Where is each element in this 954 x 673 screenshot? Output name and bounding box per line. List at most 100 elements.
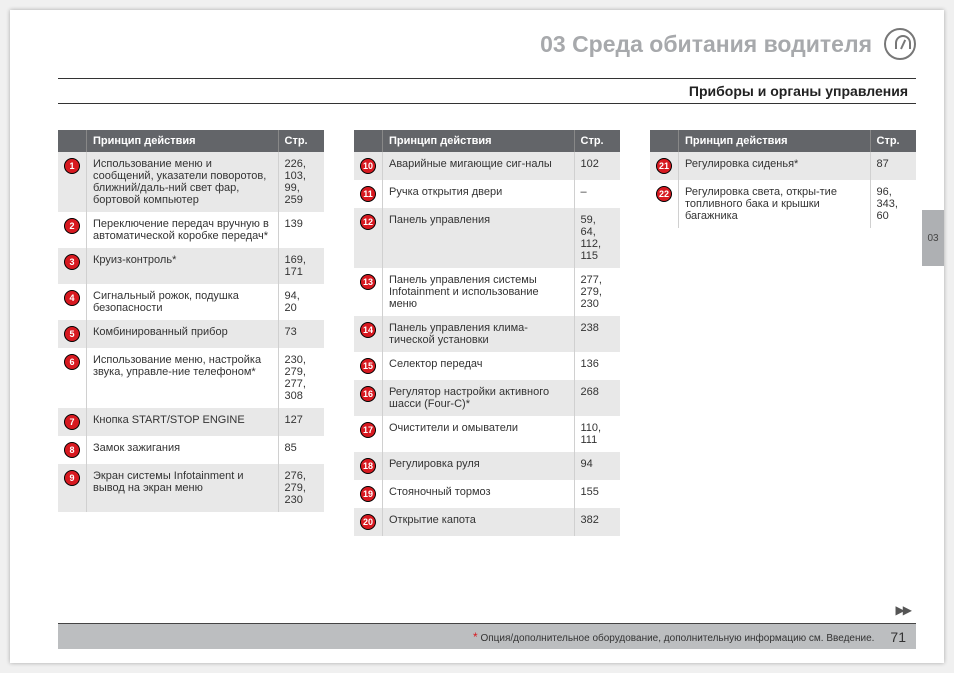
table-row: 21Регулировка сиденья*87 [650, 152, 916, 180]
number-badge: 20 [360, 514, 376, 530]
table-1: Принцип действия Стр. 1 Использование мен… [58, 130, 324, 512]
row-description: Круиз-контроль* [87, 248, 279, 284]
row-number-cell: 15 [354, 352, 383, 380]
side-tab-label: 03 [927, 233, 938, 244]
row-description: Регулятор настройки активного шасси (Fou… [383, 380, 575, 416]
side-tab: 03 [922, 210, 944, 266]
row-number-cell: 13 [354, 268, 383, 316]
row-number-cell: 5 [58, 320, 87, 348]
table-row: 17 Очистители и омыватели110, 111 [354, 416, 620, 452]
table-row: 9 Экран системы Infotainment и вывод на э… [58, 464, 324, 512]
row-number-cell: 8 [58, 436, 87, 464]
table-row: 16 Регулятор настройки активного шасси (F… [354, 380, 620, 416]
table-row: 1 Использование меню и сообщений, указате… [58, 152, 324, 212]
page-number: 71 [890, 629, 906, 645]
number-badge: 21 [656, 158, 672, 174]
row-number-cell: 6 [58, 348, 87, 408]
row-pages: 102 [574, 152, 620, 180]
number-badge: 3 [64, 254, 80, 270]
table-row: 2Переключение передач вручную в автомати… [58, 212, 324, 248]
row-description: Регулировка сиденья* [679, 152, 871, 180]
row-pages: 155 [574, 480, 620, 508]
section-bar: Приборы и органы управления [58, 78, 916, 104]
number-badge: 9 [64, 470, 80, 486]
row-description: Использование меню и сообщений, указател… [87, 152, 279, 212]
row-pages: – [574, 180, 620, 208]
number-badge: 6 [64, 354, 80, 370]
section-title: Приборы и органы управления [689, 83, 908, 99]
table-row: 22Регулировка света, откры-тие топливног… [650, 180, 916, 228]
number-badge: 14 [360, 322, 376, 338]
row-number-cell: 1 [58, 152, 87, 212]
table-2: Принцип действия Стр. 10Аварийные мигающ… [354, 130, 620, 536]
number-badge: 15 [360, 358, 376, 374]
row-number-cell: 17 [354, 416, 383, 452]
number-badge: 17 [360, 422, 376, 438]
table-row: 18Регулировка руля94 [354, 452, 620, 480]
header-principle: Принцип действия [679, 130, 871, 152]
row-number-cell: 20 [354, 508, 383, 536]
row-pages: 110, 111 [574, 416, 620, 452]
row-description: Использование меню, настройка звука, упр… [87, 348, 279, 408]
number-badge: 19 [360, 486, 376, 502]
row-description: Очистители и омыватели [383, 416, 575, 452]
table-row: 12Панель управления59, 64, 112, 115 [354, 208, 620, 268]
header-page: Стр. [870, 130, 916, 152]
number-badge: 8 [64, 442, 80, 458]
chapter-header: 03 Среда обитания водителя [540, 28, 916, 60]
number-badge: 7 [64, 414, 80, 430]
row-description: Селектор передач [383, 352, 575, 380]
row-pages: 169, 171 [278, 248, 324, 284]
row-number-cell: 21 [650, 152, 679, 180]
table-row: 19 Стояночный тормоз155 [354, 480, 620, 508]
number-badge: 13 [360, 274, 376, 290]
table-row: 11Ручка открытия двери– [354, 180, 620, 208]
row-number-cell: 11 [354, 180, 383, 208]
row-number-cell: 16 [354, 380, 383, 416]
header-blank [354, 130, 383, 152]
table-row: 4Сигнальный рожок, подушка безопасности9… [58, 284, 324, 320]
row-number-cell: 18 [354, 452, 383, 480]
number-badge: 1 [64, 158, 80, 174]
footnote-text: Опция/дополнительное оборудование, допол… [480, 633, 874, 644]
table-3: Принцип действия Стр. 21 Регулировка сиде… [650, 130, 916, 228]
header-principle: Принцип действия [87, 130, 279, 152]
row-number-cell: 4 [58, 284, 87, 320]
row-description: Открытие капота [383, 508, 575, 536]
table-row: 13Панель управления системы Infotainment… [354, 268, 620, 316]
number-badge: 12 [360, 214, 376, 230]
row-description: Регулировка света, откры-тие топливного … [679, 180, 871, 228]
row-pages: 230, 279, 277, 308 [278, 348, 324, 408]
row-description: Аварийные мигающие сиг-налы [383, 152, 575, 180]
row-pages: 85 [278, 436, 324, 464]
content-columns: Принцип действия Стр. 1 Использование мен… [58, 130, 916, 536]
row-pages: 139 [278, 212, 324, 248]
table-row: 6 Использование меню, настройка звука, уп… [58, 348, 324, 408]
row-pages: 127 [278, 408, 324, 436]
table-row: 10 Аварийные мигающие сиг-налы102 [354, 152, 620, 180]
row-pages: 226, 103, 99, 259 [278, 152, 324, 212]
row-description: Стояночный тормоз [383, 480, 575, 508]
number-badge: 10 [360, 158, 376, 174]
column-3: Принцип действия Стр. 21 Регулировка сиде… [650, 130, 916, 536]
header-page: Стр. [278, 130, 324, 152]
row-pages: 59, 64, 112, 115 [574, 208, 620, 268]
row-pages: 276, 279, 230 [278, 464, 324, 512]
row-description: Панель управления клима-тической установ… [383, 316, 575, 352]
table-row: 3 Круиз-контроль*169, 171 [58, 248, 324, 284]
row-number-cell: 3 [58, 248, 87, 284]
page: 03 Среда обитания водителя Приборы и орг… [10, 10, 944, 663]
table-row: 5Комбинированный прибор73 [58, 320, 324, 348]
number-badge: 16 [360, 386, 376, 402]
table-row: 14 Панель управления клима-тической устан… [354, 316, 620, 352]
header-page: Стр. [574, 130, 620, 152]
footnote: * Опция/дополнительное оборудование, доп… [473, 630, 874, 644]
number-badge: 18 [360, 458, 376, 474]
row-description: Экран системы Infotainment и вывод на эк… [87, 464, 279, 512]
row-description: Переключение передач вручную в автоматич… [87, 212, 279, 248]
row-pages: 94, 20 [278, 284, 324, 320]
row-pages: 94 [574, 452, 620, 480]
row-number-cell: 10 [354, 152, 383, 180]
number-badge: 4 [64, 290, 80, 306]
table-row: 20Открытие капота382 [354, 508, 620, 536]
